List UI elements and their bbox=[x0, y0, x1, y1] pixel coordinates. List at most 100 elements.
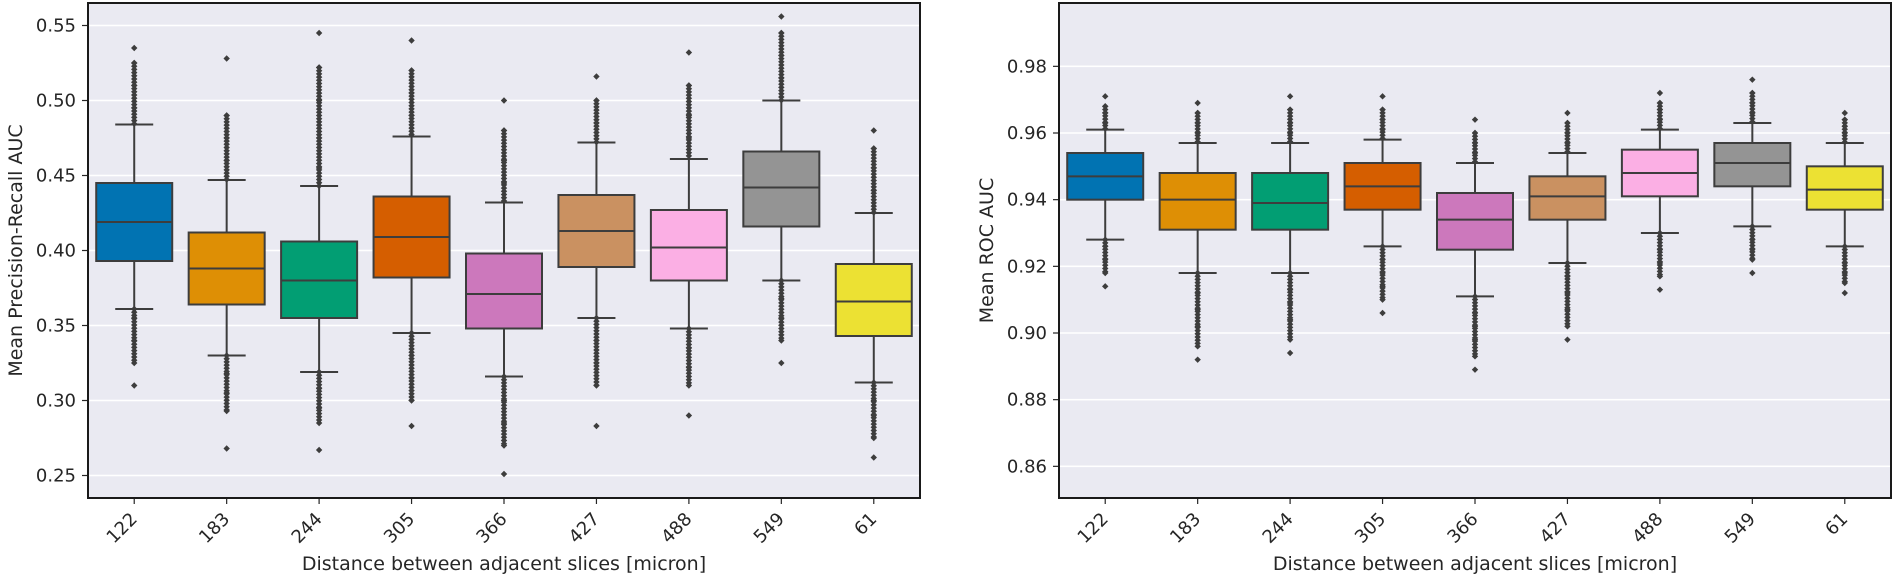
outlier-point bbox=[1102, 119, 1109, 127]
outlier-point bbox=[778, 314, 785, 322]
outlier-point bbox=[778, 295, 785, 302]
outlier-point bbox=[1194, 356, 1201, 363]
outlier-point bbox=[1471, 139, 1479, 147]
x-tick-label: 488 bbox=[657, 509, 696, 548]
y-tick-label: 0.88 bbox=[1007, 390, 1047, 411]
y-tick-label: 0.35 bbox=[36, 316, 76, 337]
outlier-point bbox=[593, 119, 600, 127]
roc-auc-panel: 0.86 0.88 0.90 0.92 0.94 0.96 0.98 122 183 244 305… bbox=[976, 2, 1892, 575]
outlier-point bbox=[1286, 138, 1294, 145]
outlier-point bbox=[1379, 126, 1386, 133]
outlier-point bbox=[131, 314, 138, 322]
outlier-point bbox=[685, 82, 693, 89]
outlier-point bbox=[1379, 275, 1386, 282]
outlier-point bbox=[1286, 279, 1294, 286]
box-61 bbox=[1805, 109, 1884, 297]
outlier-point bbox=[870, 404, 877, 412]
outlier-point bbox=[685, 134, 693, 142]
outlier-point bbox=[870, 388, 877, 396]
outlier-point bbox=[500, 97, 508, 104]
outlier-point bbox=[1564, 145, 1571, 152]
outlier-point bbox=[223, 361, 230, 369]
outlier-point bbox=[408, 422, 415, 430]
outlier-point bbox=[1379, 132, 1386, 139]
outlier-point bbox=[1656, 106, 1664, 113]
outlier-point bbox=[1286, 349, 1294, 357]
y-tick-label: 0.92 bbox=[1007, 256, 1047, 277]
x-tick-label: 549 bbox=[750, 509, 789, 548]
outlier-point bbox=[1471, 353, 1479, 360]
outlier-point bbox=[778, 42, 785, 49]
outlier-point bbox=[778, 328, 785, 335]
outlier-point bbox=[685, 112, 693, 119]
outlier-point bbox=[315, 64, 323, 71]
outlier-point bbox=[778, 49, 785, 56]
outlier-point bbox=[1102, 269, 1109, 277]
outlier-point bbox=[1471, 323, 1479, 330]
outlier-point bbox=[1379, 309, 1386, 317]
box-183 bbox=[187, 55, 266, 452]
outlier-point bbox=[1102, 103, 1109, 110]
outlier-point bbox=[408, 374, 415, 382]
box-iqr bbox=[742, 150, 821, 228]
outlier-point bbox=[131, 59, 138, 67]
x-tick-label: 183 bbox=[195, 509, 234, 548]
outlier-point bbox=[1286, 106, 1294, 113]
y-tick-label: 0.40 bbox=[36, 241, 76, 262]
outlier-point bbox=[1656, 286, 1664, 293]
outlier-point bbox=[1841, 279, 1848, 287]
x-tick-label: 366 bbox=[1443, 509, 1482, 548]
y-tick-label: 0.96 bbox=[1007, 123, 1047, 144]
outlier-point bbox=[593, 359, 600, 367]
outlier-point bbox=[1656, 246, 1664, 253]
outlier-point bbox=[1194, 311, 1201, 318]
outlier-point bbox=[500, 419, 508, 427]
outlier-point bbox=[778, 29, 785, 37]
outlier-point bbox=[1286, 286, 1294, 293]
x-tick-label: 244 bbox=[288, 509, 327, 548]
x-tick-label: 61 bbox=[850, 509, 881, 540]
outlier-point bbox=[408, 352, 415, 359]
outlier-point bbox=[1841, 289, 1848, 297]
outlier-point bbox=[870, 209, 877, 216]
outlier-point bbox=[778, 318, 785, 326]
box-iqr bbox=[1251, 172, 1330, 231]
outlier-point bbox=[315, 164, 323, 172]
outlier-point bbox=[131, 359, 138, 367]
outlier-point bbox=[1564, 336, 1571, 343]
outlier-point bbox=[778, 81, 785, 88]
outlier-point bbox=[870, 127, 877, 134]
x-tick-label: 61 bbox=[1821, 509, 1852, 540]
outlier-point bbox=[1286, 311, 1294, 318]
y-axis-label: Mean ROC AUC bbox=[976, 178, 998, 323]
outlier-point bbox=[500, 127, 508, 134]
x-tick-label: 122 bbox=[1074, 509, 1113, 548]
x-tick-label: 488 bbox=[1628, 509, 1667, 548]
outlier-point bbox=[500, 397, 508, 404]
outlier-point bbox=[131, 120, 138, 127]
y-axis-label: Mean Precision-Recall AUC bbox=[5, 124, 27, 376]
precision-recall-panel: 0.25 0.30 0.35 0.40 0.45 0.50 0.55 122 183 244 305… bbox=[5, 2, 921, 575]
outlier-point bbox=[1102, 236, 1109, 243]
outlier-point bbox=[1656, 259, 1664, 267]
outlier-point bbox=[1194, 289, 1201, 297]
outlier-point bbox=[1194, 295, 1201, 302]
outlier-point bbox=[1841, 109, 1848, 117]
outlier-point bbox=[778, 39, 785, 46]
outlier-point bbox=[1841, 269, 1848, 277]
outlier-point bbox=[223, 55, 230, 62]
outlier-point bbox=[1102, 256, 1109, 263]
outlier-point bbox=[500, 470, 508, 478]
box-549 bbox=[1713, 76, 1792, 277]
outlier-point bbox=[870, 145, 877, 152]
outlier-point bbox=[408, 67, 415, 74]
box-122 bbox=[1066, 93, 1145, 290]
outlier-point bbox=[778, 337, 785, 344]
outlier-point bbox=[223, 176, 230, 183]
outlier-point bbox=[1102, 93, 1109, 100]
outlier-point bbox=[778, 52, 785, 59]
y-tick-label: 0.45 bbox=[36, 166, 76, 187]
box-427 bbox=[1528, 109, 1607, 343]
outlier-point bbox=[870, 187, 877, 194]
outlier-point bbox=[1564, 263, 1571, 270]
